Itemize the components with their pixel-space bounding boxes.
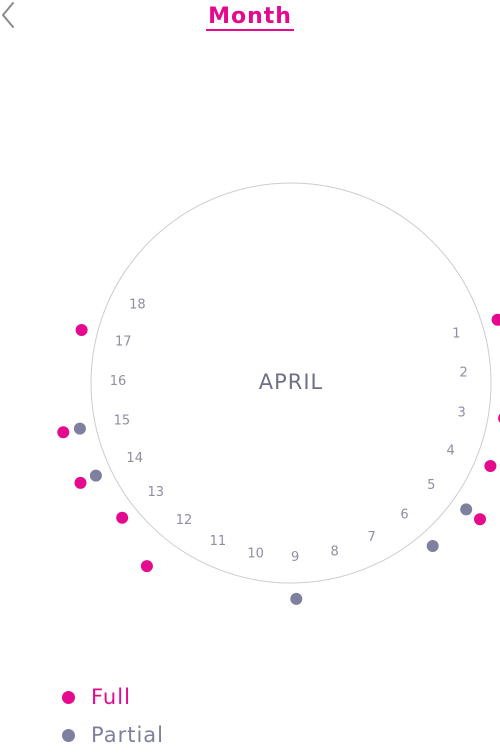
partial-marker bbox=[73, 422, 86, 435]
full-marker bbox=[484, 460, 497, 472]
full-marker bbox=[491, 313, 500, 326]
legend-item-full: Full bbox=[62, 678, 164, 716]
day-label: 7 bbox=[368, 530, 376, 545]
back-button[interactable] bbox=[0, 0, 24, 34]
partial-marker bbox=[290, 592, 303, 605]
day-label: 9 bbox=[291, 550, 299, 565]
day-label: 3 bbox=[458, 405, 466, 420]
full-marker bbox=[140, 560, 153, 573]
legend-item-partial: Partial bbox=[62, 716, 164, 754]
day-label: 14 bbox=[126, 451, 143, 466]
day-markers bbox=[57, 313, 500, 605]
legend-label-partial: Partial bbox=[91, 723, 164, 747]
legend: Full Partial bbox=[62, 678, 164, 754]
full-marker bbox=[474, 513, 486, 526]
day-label: 18 bbox=[129, 297, 146, 312]
day-label: 12 bbox=[176, 513, 193, 528]
full-marker bbox=[74, 476, 87, 489]
partial-marker bbox=[89, 469, 102, 482]
day-label: 5 bbox=[427, 478, 435, 493]
day-label: 1 bbox=[452, 326, 460, 341]
partial-dot-icon bbox=[62, 728, 75, 742]
chevron-left-icon bbox=[2, 2, 14, 28]
month-circle bbox=[90, 182, 492, 584]
month-label: APRIL bbox=[259, 370, 324, 394]
full-marker bbox=[75, 324, 88, 336]
day-label: 2 bbox=[459, 366, 467, 381]
full-dot-icon bbox=[62, 690, 75, 704]
day-label: 11 bbox=[210, 534, 227, 549]
full-marker bbox=[116, 511, 129, 524]
day-label: 6 bbox=[400, 508, 408, 523]
page-title-text: Month bbox=[206, 4, 294, 31]
page-title: Month bbox=[0, 2, 500, 32]
day-label: 13 bbox=[148, 485, 165, 500]
day-label: 15 bbox=[114, 414, 131, 429]
full-marker bbox=[57, 426, 70, 439]
day-label: 4 bbox=[447, 444, 455, 459]
day-label: 17 bbox=[115, 335, 132, 350]
partial-marker bbox=[460, 503, 473, 516]
day-label: 16 bbox=[110, 374, 127, 389]
day-label: 8 bbox=[330, 544, 338, 559]
day-label: 10 bbox=[247, 546, 264, 561]
partial-marker bbox=[426, 540, 439, 552]
legend-label-full: Full bbox=[91, 685, 131, 709]
